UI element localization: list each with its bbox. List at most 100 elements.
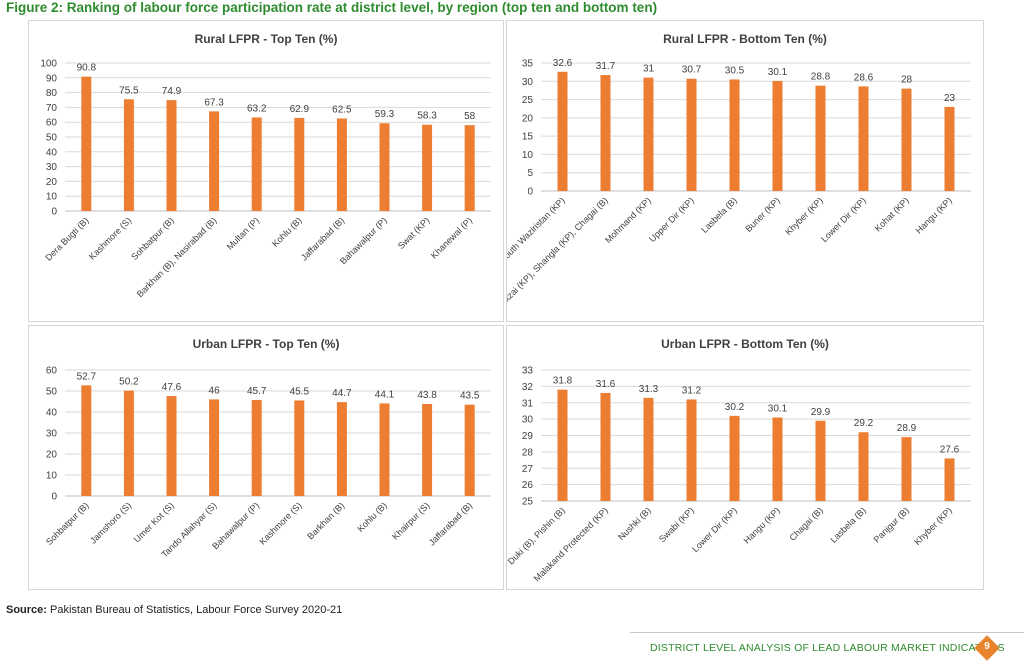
data-label: 23 <box>944 93 956 104</box>
category-label: Jamshoro (S) <box>88 500 133 545</box>
source-label: Source: <box>6 604 47 616</box>
bar <box>379 403 390 496</box>
y-tick-label: 90 <box>46 73 58 84</box>
category-label: Nushki (B) <box>616 505 653 542</box>
category-label: Kohlu (B) <box>355 500 389 534</box>
data-label: 27.6 <box>940 444 960 455</box>
y-tick-label: 10 <box>46 471 58 482</box>
bar <box>422 124 433 211</box>
bar <box>464 125 475 211</box>
category-label: Lower Dir (KP) <box>690 505 739 554</box>
category-label: Khyber (KP) <box>783 195 825 237</box>
bar <box>901 437 912 501</box>
category-label: Upper Dir (KP) <box>647 195 696 244</box>
category-label: Chagai (B) <box>787 505 824 542</box>
y-tick-label: 30 <box>46 429 58 440</box>
bar <box>686 399 697 501</box>
chart-panel-rural-top: Rural LFPR - Top Ten (%) 0 10 20 30 40 50 60 70 8… <box>28 20 504 322</box>
data-label: 31 <box>643 64 655 75</box>
bar <box>81 385 92 496</box>
category-label: Swat (KP) <box>396 215 432 251</box>
chart-svg: Urban LFPR - Top Ten (%) 0 10 20 30 40 50 60 52.… <box>44 337 491 559</box>
data-label: 31.8 <box>553 376 573 387</box>
data-label: 31.3 <box>639 384 659 395</box>
category-label: Dera Bugti (B) <box>43 215 90 262</box>
data-label: 45.5 <box>290 386 310 397</box>
data-label: 58 <box>464 111 476 122</box>
footer-title: DISTRICT LEVEL ANALYSIS OF LEAD LABOUR M… <box>650 642 1005 654</box>
bar <box>600 75 611 191</box>
y-tick-label: 20 <box>522 113 534 124</box>
y-tick-label: 60 <box>46 118 58 129</box>
bar <box>643 77 654 191</box>
bar <box>422 404 433 496</box>
bar <box>251 117 262 211</box>
data-label: 45.7 <box>247 386 267 397</box>
data-label: 43.8 <box>417 390 437 401</box>
y-tick-label: 15 <box>522 132 534 143</box>
bar <box>336 118 347 211</box>
category-label: Jaffarabad (B) <box>299 215 346 262</box>
bar <box>123 99 134 211</box>
bar <box>123 390 134 496</box>
bar <box>379 123 390 211</box>
y-tick-label: 25 <box>522 95 534 106</box>
y-tick-label: 70 <box>46 103 58 114</box>
data-label: 59.3 <box>375 109 395 120</box>
bar <box>772 417 783 501</box>
category-label: Hangu (KP) <box>742 505 782 545</box>
data-label: 44.1 <box>375 389 395 400</box>
category-label: Kohlu (B) <box>270 215 304 249</box>
source-text: Pakistan Bureau of Statistics, Labour Fo… <box>46 604 343 616</box>
y-tick-label: 0 <box>51 492 57 503</box>
data-label: 62.9 <box>290 104 310 115</box>
category-label: Panjgur (B) <box>872 505 911 544</box>
bar <box>557 389 568 501</box>
bar <box>209 111 220 211</box>
data-label: 29.9 <box>811 407 831 418</box>
chart-svg: Rural LFPR - Bottom Ten (%) 0 5 10 15 20 25 30 3… <box>507 32 971 314</box>
y-tick-label: 60 <box>46 366 58 377</box>
data-label: 31.7 <box>596 61 616 72</box>
data-label: 31.2 <box>682 385 702 396</box>
category-label: Lasbela (B) <box>828 505 868 545</box>
bar <box>815 85 826 191</box>
category-label: Umer Kot (S) <box>132 500 176 544</box>
bar <box>729 79 740 191</box>
chart-title: Urban LFPR - Top Ten (%) <box>193 337 340 351</box>
y-tick-label: 50 <box>46 387 58 398</box>
category-label: Sohbatpur (B) <box>129 215 176 262</box>
bar <box>729 415 740 501</box>
category-label: Sohbatpur (B) <box>44 500 91 547</box>
chart-panel-rural-bottom: Rural LFPR - Bottom Ten (%) 0 5 10 15 20 25 30 3… <box>506 20 984 322</box>
category-label: Buner (KP) <box>743 195 782 234</box>
category-label: Kohat (KP) <box>873 195 911 233</box>
data-label: 30.1 <box>768 67 788 78</box>
chart-title: Urban LFPR - Bottom Ten (%) <box>661 337 829 351</box>
category-label: Barkhan (B), Nasirabad (B) <box>135 215 219 299</box>
bar <box>209 399 220 496</box>
y-tick-label: 0 <box>527 187 533 198</box>
bar <box>901 88 912 191</box>
data-label: 75.5 <box>119 85 139 96</box>
data-label: 30.1 <box>768 403 788 414</box>
y-tick-label: 20 <box>46 177 58 188</box>
chart-panel-urban-top: Urban LFPR - Top Ten (%) 0 10 20 30 40 50 60 52.… <box>28 325 504 590</box>
bar <box>643 397 654 501</box>
y-tick-label: 10 <box>522 150 534 161</box>
data-label: 58.3 <box>417 111 437 122</box>
bar <box>772 80 783 191</box>
data-label: 90.8 <box>77 63 97 74</box>
data-label: 67.3 <box>204 97 224 108</box>
category-label: Swabi (KP) <box>657 505 696 544</box>
data-label: 74.9 <box>162 86 182 97</box>
category-label: Lasbela (B) <box>699 195 739 235</box>
y-tick-label: 0 <box>51 207 57 218</box>
category-label: Multan (P) <box>225 215 261 251</box>
y-tick-label: 30 <box>522 77 534 88</box>
category-label: Orakzai (KP), Shangla (KP), Chagai (B) <box>507 195 610 314</box>
data-label: 44.7 <box>332 388 352 399</box>
data-label: 30.2 <box>725 402 745 413</box>
source-note: Source: Pakistan Bureau of Statistics, L… <box>6 604 342 616</box>
